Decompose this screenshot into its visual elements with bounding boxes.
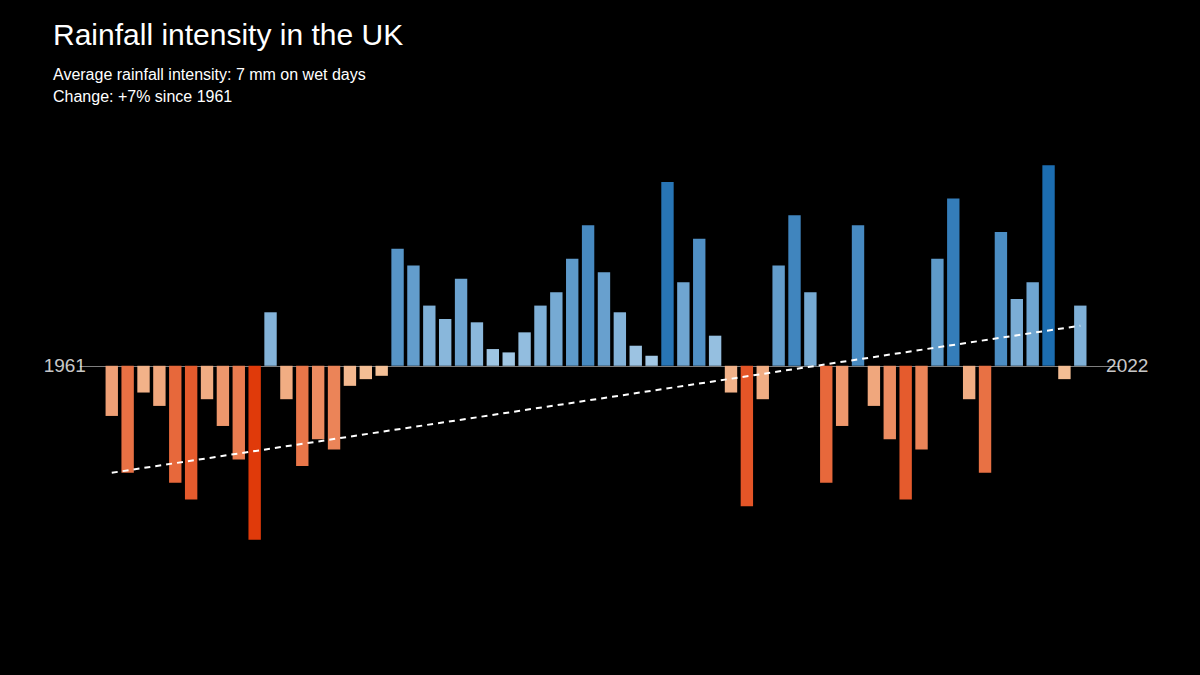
svg-text:1961: 1961	[44, 355, 86, 376]
svg-text:Change: +7% since 1961: Change: +7% since 1961	[53, 88, 232, 105]
svg-text:Average rainfall intensity: 7: Average rainfall intensity: 7 mm on wet …	[53, 66, 366, 83]
svg-text:Rainfall intensity in the UK: Rainfall intensity in the UK	[53, 18, 403, 51]
svg-text:2022: 2022	[1106, 355, 1148, 376]
